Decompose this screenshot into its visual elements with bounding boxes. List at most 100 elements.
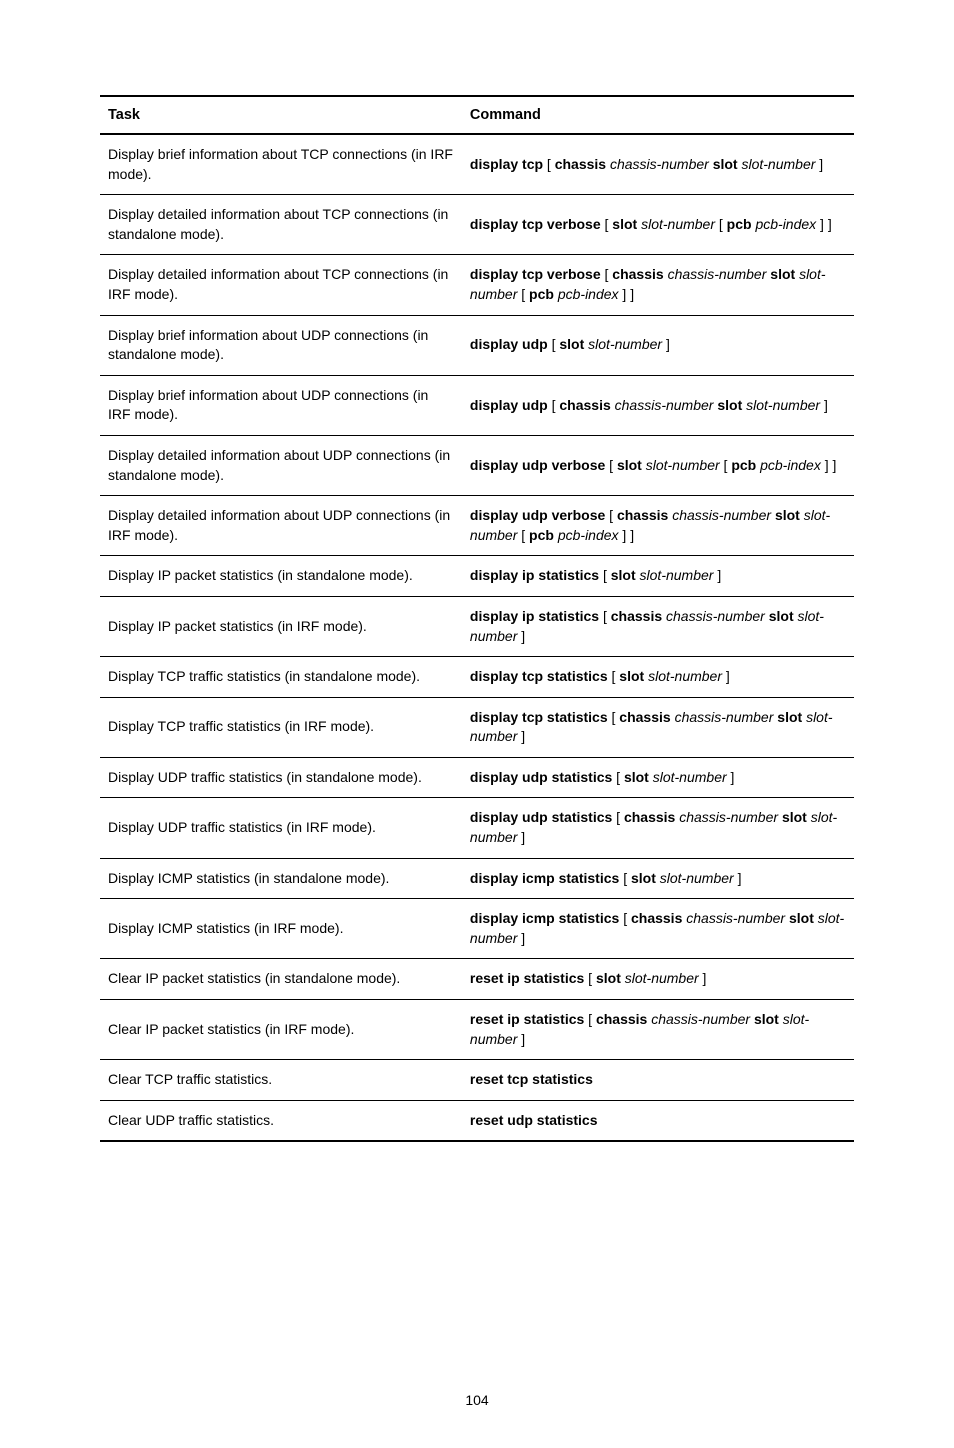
command-segment: display tcp xyxy=(470,156,543,172)
table-row: Clear IP packet statistics (in standalon… xyxy=(100,959,854,1000)
command-segment: slot-number xyxy=(746,397,820,413)
command-segment: [ xyxy=(543,156,555,172)
command-segment: reset udp statistics xyxy=(470,1112,598,1128)
command-segment: [ xyxy=(612,769,624,785)
command-segment: chassis xyxy=(624,809,675,825)
command-segment: chassis-number xyxy=(668,266,767,282)
table-row: Display IP packet statistics (in IRF mod… xyxy=(100,596,854,656)
command-segment: ] xyxy=(820,397,828,413)
command-cell: display tcp statistics [ chassis chassis… xyxy=(462,697,854,757)
command-segment: display icmp statistics xyxy=(470,870,619,886)
task-cell: Clear IP packet statistics (in standalon… xyxy=(100,959,462,1000)
task-cell: Display TCP traffic statistics (in IRF m… xyxy=(100,697,462,757)
command-segment: [ xyxy=(548,397,560,413)
command-cell: reset udp statistics xyxy=(462,1100,854,1141)
command-segment: chassis-number xyxy=(675,709,774,725)
command-segment: slot xyxy=(775,507,800,523)
command-segment: slot-number xyxy=(741,156,815,172)
table-row: Display detailed information about TCP c… xyxy=(100,255,854,315)
command-segment: slot xyxy=(596,970,621,986)
command-segment: [ xyxy=(599,567,611,583)
task-header: Task xyxy=(100,96,462,134)
command-cell: display udp statistics [ chassis chassis… xyxy=(462,798,854,858)
command-segment: ] ] xyxy=(821,457,837,473)
table-row: Display TCP traffic statistics (in stand… xyxy=(100,657,854,698)
task-cell: Display brief information about UDP conn… xyxy=(100,375,462,435)
table-row: Display UDP traffic statistics (in stand… xyxy=(100,757,854,798)
command-segment: chassis xyxy=(617,507,668,523)
command-cell: display tcp verbose [ chassis chassis-nu… xyxy=(462,255,854,315)
command-cell: reset ip statistics [ slot slot-number ] xyxy=(462,959,854,1000)
command-segment: display udp statistics xyxy=(470,809,612,825)
command-segment: display tcp verbose xyxy=(470,216,601,232)
command-segment: ] xyxy=(517,829,525,845)
command-segment: reset ip statistics xyxy=(470,970,584,986)
command-segment: ] xyxy=(517,930,525,946)
task-cell: Display IP packet statistics (in IRF mod… xyxy=(100,596,462,656)
command-segment: pcb xyxy=(731,457,756,473)
command-segment: slot xyxy=(611,567,636,583)
command-segment: display ip statistics xyxy=(470,608,599,624)
page-number: 104 xyxy=(100,1392,854,1408)
command-segment: ] ] xyxy=(816,216,832,232)
command-cell: display udp [ chassis chassis-number slo… xyxy=(462,375,854,435)
command-segment: slot xyxy=(631,870,656,886)
command-cell: display tcp [ chassis chassis-number slo… xyxy=(462,134,854,195)
command-segment: chassis xyxy=(619,709,670,725)
command-segment: [ xyxy=(608,709,620,725)
table-row: Clear TCP traffic statistics.reset tcp s… xyxy=(100,1060,854,1101)
task-cell: Display TCP traffic statistics (in stand… xyxy=(100,657,462,698)
command-header: Command xyxy=(462,96,854,134)
table-row: Display ICMP statistics (in standalone m… xyxy=(100,858,854,899)
command-segment: pcb-index xyxy=(558,286,619,302)
table-row: Display brief information about UDP conn… xyxy=(100,315,854,375)
command-segment: display udp verbose xyxy=(470,507,605,523)
table-row: Display brief information about UDP conn… xyxy=(100,375,854,435)
command-segment: slot xyxy=(713,156,738,172)
command-segment: slot xyxy=(717,397,742,413)
command-segment: [ xyxy=(601,216,613,232)
command-segment: slot-number xyxy=(653,769,727,785)
command-segment: ] xyxy=(815,156,823,172)
table-header-row: Task Command xyxy=(100,96,854,134)
command-segment: display udp statistics xyxy=(470,769,612,785)
command-segment: slot-number xyxy=(646,457,720,473)
command-segment: [ xyxy=(584,970,596,986)
task-cell: Display brief information about TCP conn… xyxy=(100,134,462,195)
command-segment: slot xyxy=(769,608,794,624)
command-segment: display ip statistics xyxy=(470,567,599,583)
command-segment: chassis-number xyxy=(666,608,765,624)
command-segment: ] xyxy=(722,668,730,684)
command-segment: [ xyxy=(605,457,617,473)
task-cell: Clear UDP traffic statistics. xyxy=(100,1100,462,1141)
command-segment: pcb-index xyxy=(558,527,619,543)
command-segment: display udp xyxy=(470,397,548,413)
command-cell: reset ip statistics [ chassis chassis-nu… xyxy=(462,1000,854,1060)
table-row: Display ICMP statistics (in IRF mode). di… xyxy=(100,899,854,959)
command-segment: pcb-index xyxy=(755,216,816,232)
command-segment: display udp xyxy=(470,336,548,352)
command-cell: display tcp verbose [ slot slot-number [… xyxy=(462,195,854,255)
task-cell: Display ICMP statistics (in IRF mode). xyxy=(100,899,462,959)
command-segment: [ xyxy=(619,910,631,926)
command-segment: display icmp statistics xyxy=(470,910,619,926)
task-cell: Display UDP traffic statistics (in stand… xyxy=(100,757,462,798)
task-cell: Display detailed information about TCP c… xyxy=(100,255,462,315)
task-cell: Display detailed information about UDP c… xyxy=(100,435,462,495)
command-segment: pcb xyxy=(529,527,554,543)
table-row: Clear UDP traffic statistics. reset udp s… xyxy=(100,1100,854,1141)
command-segment: [ xyxy=(612,809,624,825)
command-segment: slot xyxy=(624,769,649,785)
command-segment: chassis xyxy=(559,397,610,413)
command-segment: slot-number xyxy=(640,567,714,583)
task-cell: Clear TCP traffic statistics. xyxy=(100,1060,462,1101)
command-segment: slot-number xyxy=(660,870,734,886)
command-segment: ] xyxy=(517,1031,525,1047)
command-segment: ] xyxy=(699,970,707,986)
command-segment: slot-number xyxy=(641,216,715,232)
table-row: Display detailed information about TCP c… xyxy=(100,195,854,255)
command-segment: display tcp statistics xyxy=(470,709,608,725)
command-segment: chassis xyxy=(612,266,663,282)
task-cell: Clear IP packet statistics (in IRF mode)… xyxy=(100,1000,462,1060)
command-segment: chassis-number xyxy=(610,156,709,172)
